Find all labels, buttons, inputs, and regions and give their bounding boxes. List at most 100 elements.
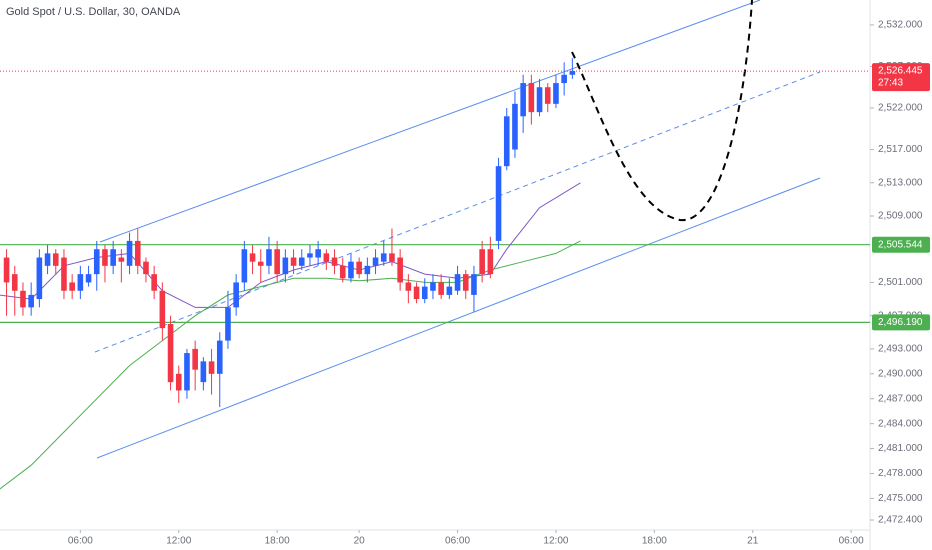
candle-body [421,286,428,300]
candle-body [348,261,354,279]
candle-body [430,282,436,291]
y-tick-label: 2,481.000 [878,443,923,454]
candle-body [397,257,403,283]
candle-body [93,249,100,275]
candle-body [3,257,10,283]
candle-body [503,116,510,167]
candle-body [356,261,362,275]
candle-body [257,261,264,266]
candle-body [175,373,182,391]
x-tick-label: 12:00 [166,536,191,547]
candle-body [241,249,248,283]
candle-body [28,294,34,308]
y-tick-label: 2,522.000 [878,103,923,114]
price-badge [872,314,930,331]
candle-body [233,282,239,308]
chart-title: Gold Spot / U.S. Dollar, 30, OANDA [6,6,181,18]
candle-body [249,253,256,262]
candle-body [561,74,567,84]
candle-body [372,257,379,266]
price-badge [872,236,930,253]
y-tick-label: 2,472.400 [878,515,923,526]
projection-path [571,0,753,222]
candle-body [216,340,223,374]
channel-lower [96,177,821,459]
candle-body [77,274,84,291]
x-tick-label: 20 [354,536,366,547]
y-tick-label: 2,487.000 [878,393,923,404]
y-tick-label: 2,513.000 [878,177,923,188]
candle-body [134,240,141,266]
candle-body [462,274,469,291]
candle-body [479,249,485,275]
candle-body [159,290,166,329]
candle-body [192,348,198,370]
candle-body [266,249,272,266]
channel-upper [99,0,761,243]
candle-body [44,253,51,266]
candle-body [85,274,92,283]
x-tick-label: 06:00 [445,536,470,547]
candle-body [282,257,289,275]
candle-body [61,257,67,291]
price-badge-label: 2,505.544 [878,239,923,250]
candle-body [52,253,59,266]
candle-body [110,249,116,266]
candle-body [290,257,297,266]
price-badge-label: 2,496.190 [878,317,923,328]
candle-body [315,249,321,258]
channel-middle [94,71,821,353]
candle-body [553,83,559,104]
candle-body [69,282,75,291]
x-tick-label: 21 [747,536,759,547]
candle-body [364,265,371,275]
y-tick-label: 2,484.000 [878,418,923,429]
candle-body [323,253,330,262]
candle-body [20,290,26,308]
candle-body [184,353,190,391]
candle-body [143,261,149,275]
candle-body [167,323,174,383]
last-price-badge [872,63,930,92]
candle-body [413,286,420,300]
y-tick-label: 2,490.000 [878,368,923,379]
candle-body [487,249,494,275]
candle-body [454,274,461,291]
y-tick-label: 2,517.000 [878,144,923,155]
countdown-label: 27:43 [878,78,903,89]
candle-body [471,274,477,295]
x-tick-label: 12:00 [543,536,568,547]
candle-body [536,87,543,113]
candle-body [405,282,412,291]
candle-body [544,87,551,104]
candle-body [528,83,535,113]
candle-body [274,249,280,275]
y-tick-label: 2,509.000 [878,211,923,222]
candle-body [225,307,231,341]
y-tick-label: 2,501.000 [878,277,923,288]
candle-body [11,274,18,291]
y-tick-label: 2,532.000 [878,20,923,31]
y-tick-label: 2,478.000 [878,468,923,479]
y-tick-label: 2,475.000 [878,493,923,504]
candle-body [208,361,215,374]
candle-body [512,103,518,150]
candle-body [118,257,125,262]
candle-body [446,286,453,295]
candle-body [200,361,207,383]
candle-body [102,249,108,266]
x-tick-label: 18:00 [265,536,290,547]
last-price-label: 2,526.445 [878,66,923,77]
x-tick-label: 06:00 [839,536,864,547]
candle-body [307,253,313,258]
candle-body [339,265,346,279]
candle-body [569,71,576,75]
candle-body [151,274,157,291]
candle-body [380,253,387,262]
candle-body [36,257,43,300]
x-tick-label: 06:00 [68,536,93,547]
x-tick-label: 18:00 [642,536,667,547]
drawings [94,0,821,459]
candle-body [495,166,502,241]
